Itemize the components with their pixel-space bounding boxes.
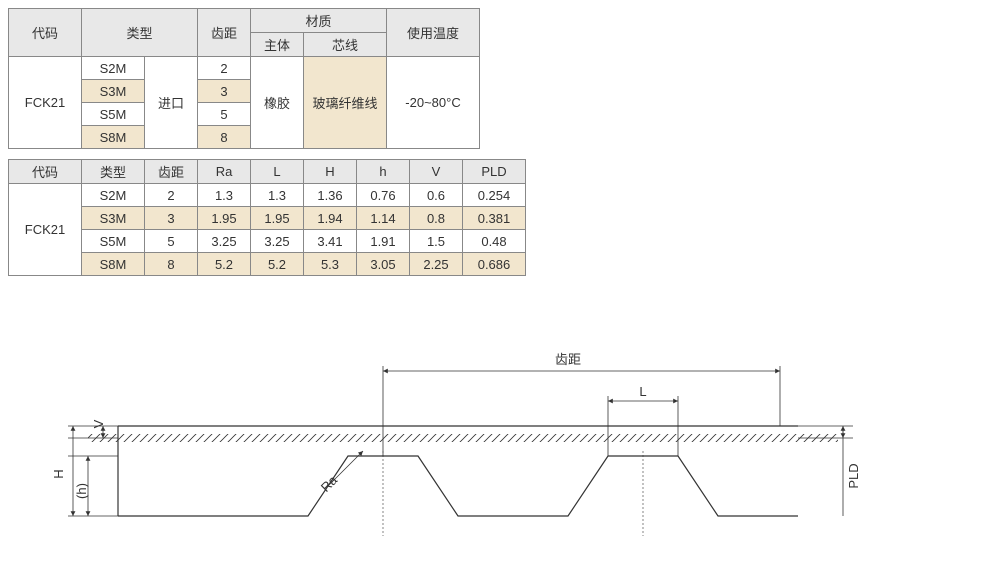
t2-r0-l: 1.3 [251, 184, 304, 207]
t2-r0-hcap: 1.36 [304, 184, 357, 207]
t1-h-type: 类型 [82, 9, 198, 57]
t2-r1-hcap: 1.94 [304, 207, 357, 230]
t1-r0-pitch: 2 [198, 57, 251, 80]
t2-r2-h: 1.91 [357, 230, 410, 253]
t2-h-2: 齿距 [145, 160, 198, 184]
t2-code: FCK21 [9, 184, 82, 276]
t2-r0-type: S2M [82, 184, 145, 207]
t1-r0-type: S2M [82, 57, 145, 80]
t1-r2-pitch: 5 [198, 103, 251, 126]
t2-r2-type: S5M [82, 230, 145, 253]
t2-r1-pld: 0.381 [463, 207, 526, 230]
t2-h-6: h [357, 160, 410, 184]
t2-h-7: V [410, 160, 463, 184]
t2-r2-v: 1.5 [410, 230, 463, 253]
t2-r3-ra: 5.2 [198, 253, 251, 276]
t2-r0-pitch: 2 [145, 184, 198, 207]
t2-h-1: 类型 [82, 160, 145, 184]
t2-r0-v: 0.6 [410, 184, 463, 207]
t1-h-body: 主体 [251, 33, 304, 57]
t2-r1-ra: 1.95 [198, 207, 251, 230]
t2-r3-h: 3.05 [357, 253, 410, 276]
t2-r1-pitch: 3 [145, 207, 198, 230]
t1-h-pitch: 齿距 [198, 9, 251, 57]
t2-r2-hcap: 3.41 [304, 230, 357, 253]
t2-h-8: PLD [463, 160, 526, 184]
t2-r3-v: 2.25 [410, 253, 463, 276]
dim-pld-label: PLD [846, 463, 861, 488]
t2-r1-type: S3M [82, 207, 145, 230]
t2-h-5: H [304, 160, 357, 184]
dim-h-cap-label: H [51, 469, 66, 478]
t1-r1-type: S3M [82, 80, 145, 103]
spec-table-2: 代码 类型 齿距 Ra L H h V PLD FCK21 S2M 2 1.3 … [8, 159, 526, 276]
t2-r3-pitch: 8 [145, 253, 198, 276]
t1-h-core: 芯线 [304, 33, 387, 57]
t2-r2-pitch: 5 [145, 230, 198, 253]
t2-r3-hcap: 5.3 [304, 253, 357, 276]
t1-h-code: 代码 [9, 9, 82, 57]
t1-body: 橡胶 [251, 57, 304, 149]
t2-h-0: 代码 [9, 160, 82, 184]
t2-r0-pld: 0.254 [463, 184, 526, 207]
t2-r1-h: 1.14 [357, 207, 410, 230]
t1-r3-type: S8M [82, 126, 145, 149]
t2-r0-ra: 1.3 [198, 184, 251, 207]
t2-r2-pld: 0.48 [463, 230, 526, 253]
t2-r3-type: S8M [82, 253, 145, 276]
t2-h-4: L [251, 160, 304, 184]
t1-core: 玻璃纤维线 [304, 57, 387, 149]
dim-v-label: V [91, 419, 106, 428]
spec-table-1: 代码 类型 齿距 材质 使用温度 主体 芯线 FCK21 S2M 进口 2 橡胶… [8, 8, 480, 149]
t2-r0-h: 0.76 [357, 184, 410, 207]
t1-h-temp: 使用温度 [387, 9, 480, 57]
t1-r1-pitch: 3 [198, 80, 251, 103]
t2-r1-v: 0.8 [410, 207, 463, 230]
belt-profile-diagram: 齿距 L Ra V H (h) PLD [8, 326, 984, 579]
dim-pitch-label: 齿距 [555, 352, 581, 367]
t2-r1-l: 1.95 [251, 207, 304, 230]
t2-h-3: Ra [198, 160, 251, 184]
t2-r3-pld: 0.686 [463, 253, 526, 276]
t2-r2-l: 3.25 [251, 230, 304, 253]
t1-code: FCK21 [9, 57, 82, 149]
t1-r3-pitch: 8 [198, 126, 251, 149]
t1-h-material: 材质 [251, 9, 387, 33]
dim-ra-label: Ra [318, 472, 341, 495]
t1-import: 进口 [145, 57, 198, 149]
dim-l-label: L [639, 384, 646, 399]
dim-h-label: (h) [74, 483, 89, 499]
t2-r3-l: 5.2 [251, 253, 304, 276]
t1-temp: -20~80°C [387, 57, 480, 149]
t1-r2-type: S5M [82, 103, 145, 126]
t2-r2-ra: 3.25 [198, 230, 251, 253]
